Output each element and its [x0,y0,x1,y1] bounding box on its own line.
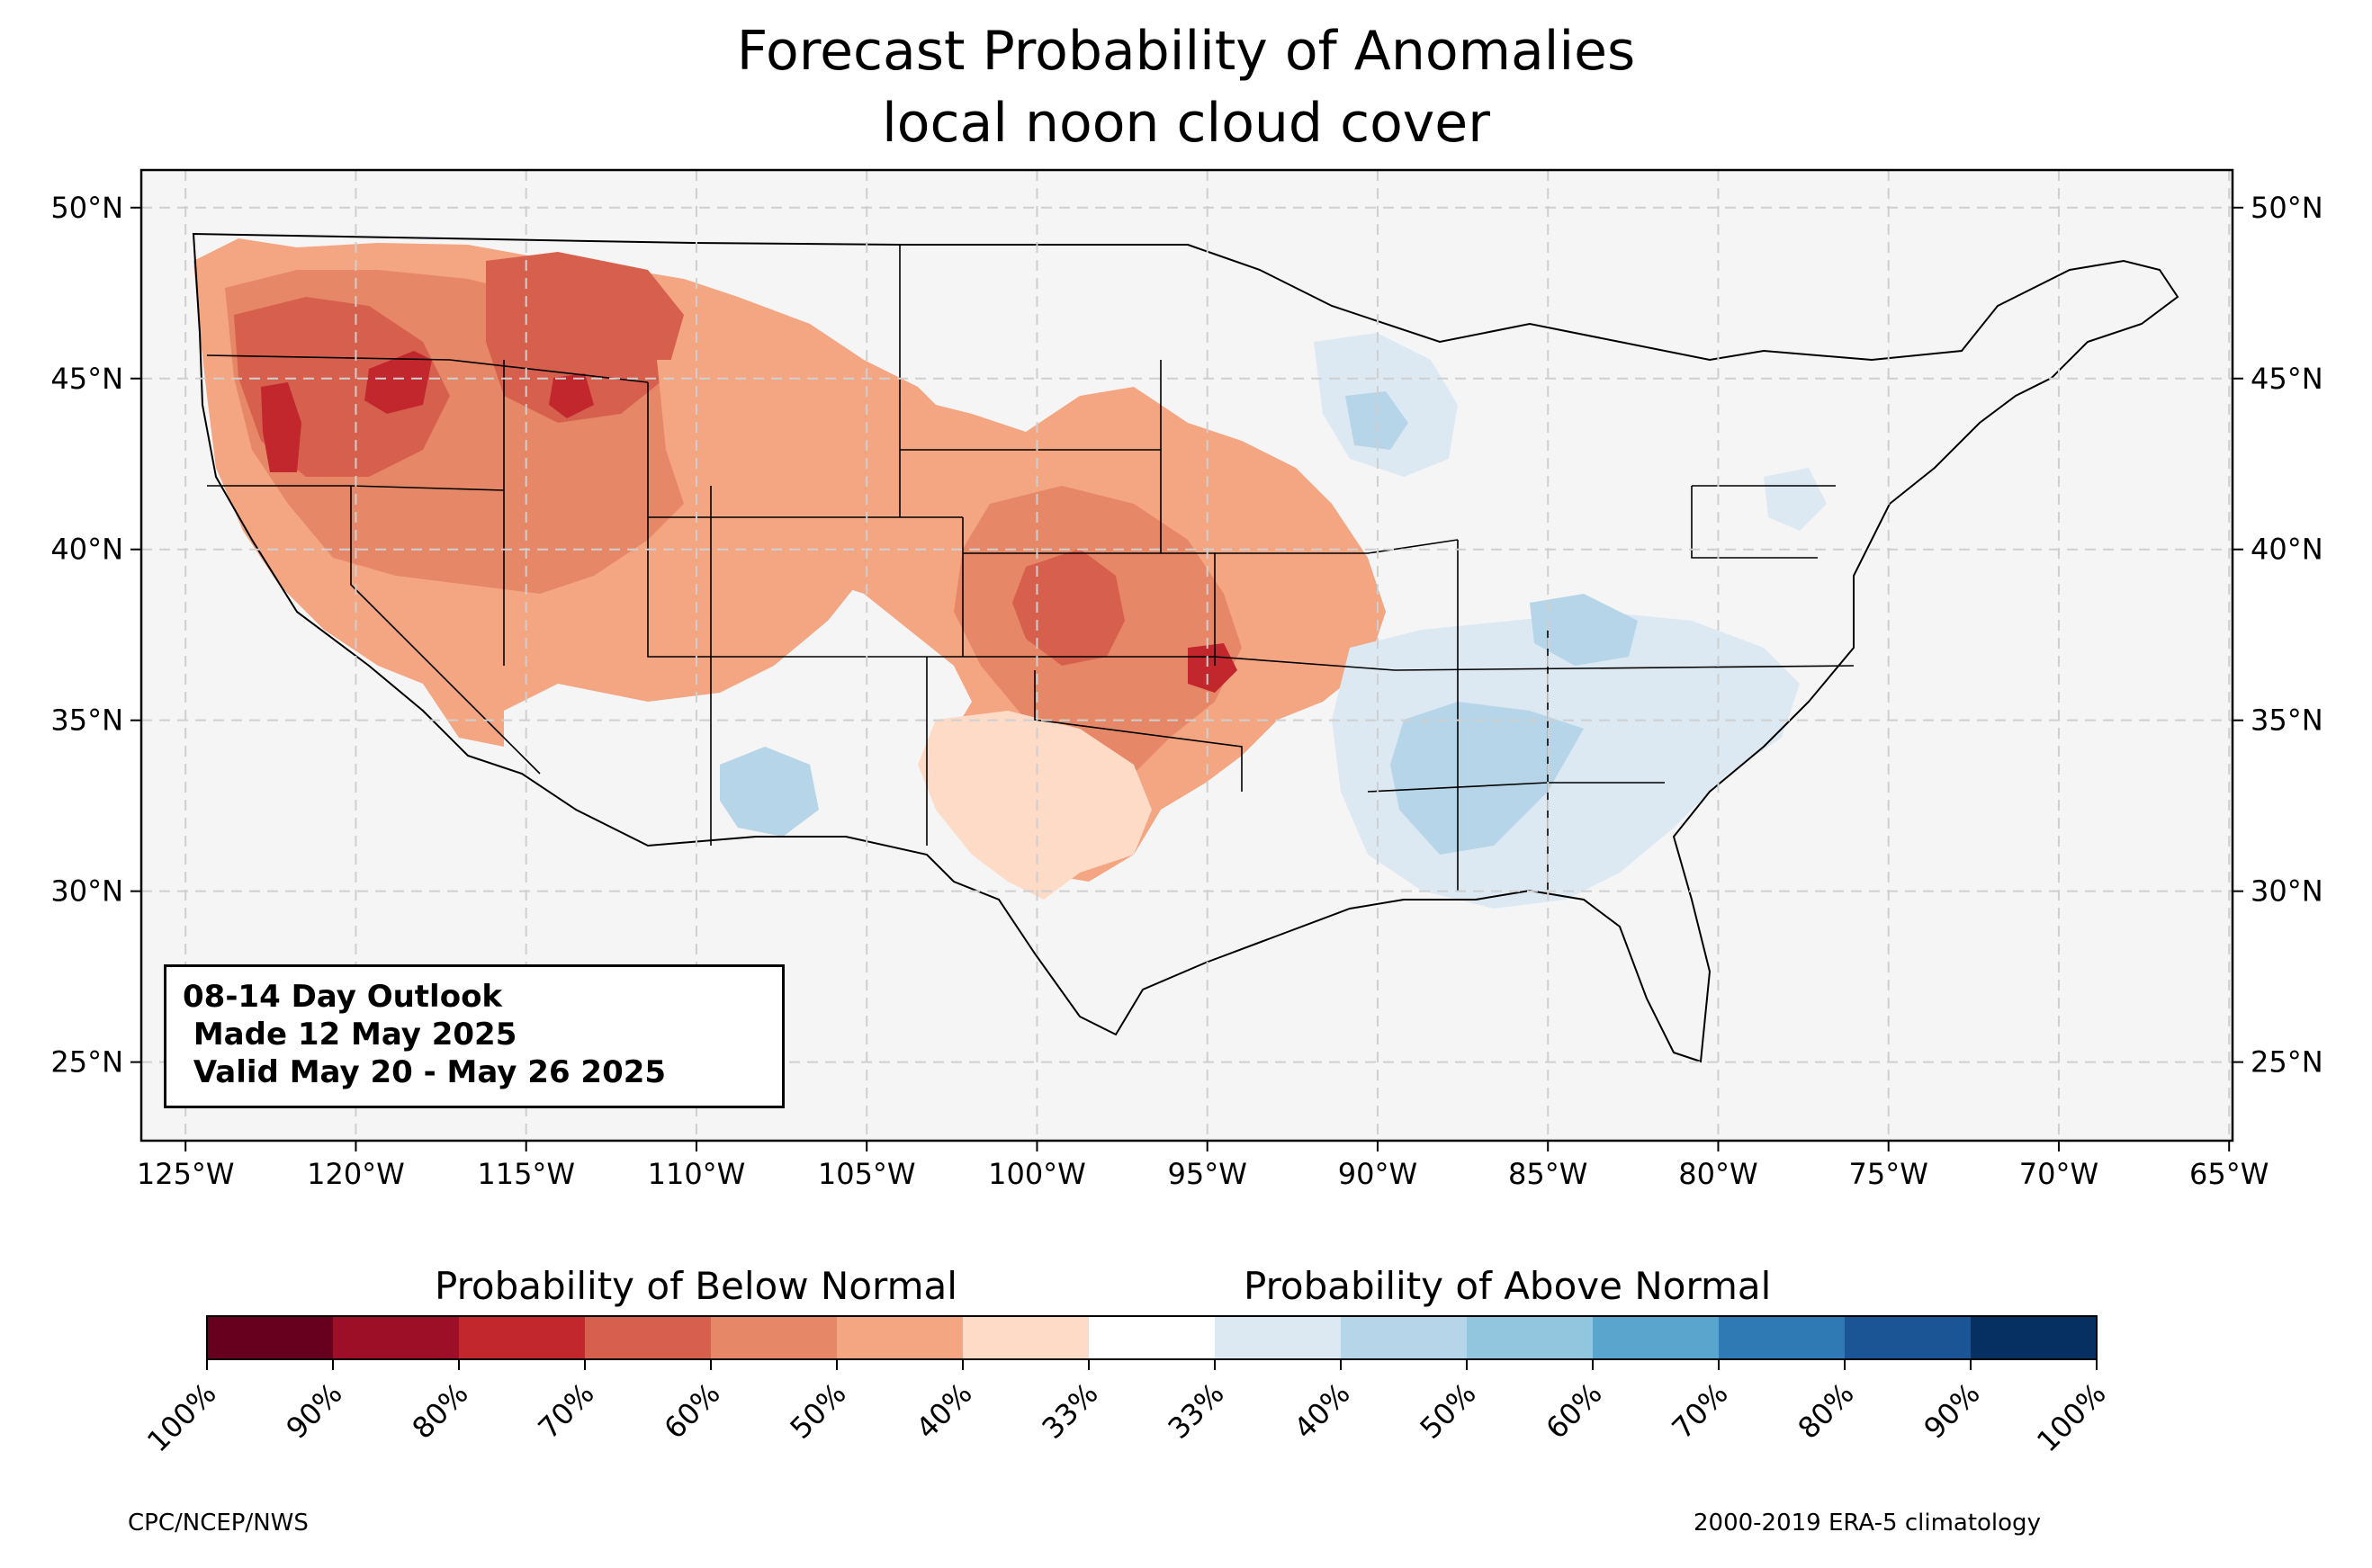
lat-tick-label-right: 50°N [2251,191,2323,225]
lat-tick-label-left: 40°N [50,533,123,567]
lat-tick-label-left: 30°N [50,874,123,909]
lon-tick-label: 125°W [137,1157,235,1191]
colorbar-tick-label: 90% [1917,1376,1986,1446]
map-frame [139,168,2234,1142]
colorbar-swatch [459,1316,586,1359]
southeast-core-region [1390,702,1584,855]
southwest-above-region [720,747,819,837]
ohio-valley-region [1530,594,1638,666]
colorbar-swatch [1593,1316,1720,1359]
lon-tick-label: 115°W [477,1157,575,1191]
outlook-type: 08-14 Day Outlook [183,979,503,1015]
colorbar-tick-label: 70% [1665,1376,1734,1446]
colorbar-tick-label: 40% [1287,1376,1356,1446]
colorbar-tick-label: 33% [1035,1376,1104,1446]
lat-tick-label-left: 25°N [50,1045,123,1080]
texas-below-normal-region [918,711,1152,900]
lon-tick-label: 100°W [988,1157,1086,1191]
lat-tick-label-right: 25°N [2251,1045,2323,1080]
colorbar-tick-label: 40% [909,1376,978,1446]
lon-tick-label: 75°W [1849,1157,1928,1191]
lon-tick-label: 120°W [307,1157,405,1191]
chart-title-line1: Forecast Probability of Anomalies [736,20,1636,83]
colorbar-tick-label: 70% [531,1376,600,1446]
lon-tick-label: 65°W [2189,1157,2269,1191]
lon-tick-label: 90°W [1338,1157,1417,1191]
outlook-made-date: Made 12 May 2025 [183,1017,517,1053]
lat-tick-label-right: 45°N [2251,362,2323,396]
axis-labels: 125°W 120°W 115°W 110°W 105°W 100°W 95°W 90°W 85… [50,191,2323,1191]
lat-tick-label-right: 30°N [2251,874,2323,909]
upper-midwest-core-region [1345,391,1408,450]
colorbar-swatch [1341,1316,1468,1359]
colorbar-tick-label: 33% [1161,1376,1230,1446]
lon-tick-label: 110°W [648,1157,746,1191]
colorbar-tick-label: 100% [140,1376,223,1459]
outlook-info-box: 08-14 Day Outlook Made 12 May 2025 Valid… [164,964,785,1108]
lat-tick-label-left: 50°N [50,191,123,225]
oregon-peak-region [261,382,301,472]
lon-tick-label: 95°W [1168,1157,1247,1191]
colorbar-tick-label: 60% [1539,1376,1608,1446]
colorbar-swatch [585,1316,712,1359]
colorbar-swatch [1719,1316,1846,1359]
footer-climatology: 2000-2019 ERA-5 climatology [1694,1510,2041,1537]
colorbar-tick-label: 60% [657,1376,726,1446]
state-borders [206,245,1855,891]
chart-title-line2: local noon cloud cover [882,92,1490,155]
map-layers [141,170,2233,1141]
oregon-peak-region-2 [364,351,432,414]
us-outline [192,232,2179,1063]
colorbar-tick-label: 80% [405,1376,474,1446]
colorbar-below-label: Probability of Below Normal [435,1264,957,1308]
colorbar-swatch [1467,1316,1594,1359]
colorbar-above-label: Probability of Above Normal [1244,1264,1772,1308]
lon-tick-label: 105°W [818,1157,916,1191]
colorbar-frame [206,1315,2098,1360]
colorbar: 100% 90% 80% 70% 60% 50% 40% 33% 33% 40% 50% 60% 70%… [140,1315,2113,1459]
footer-source: CPC/NCEP/NWS [128,1510,309,1537]
oklahoma-peak-region [1188,643,1237,693]
colorbar-swatch [1971,1316,2098,1359]
colorbar-swatch [1215,1316,1342,1359]
colorbar-tick-label: 50% [783,1376,852,1446]
lon-tick-label: 80°W [1678,1157,1757,1191]
mid-atlantic-region [1764,468,1827,531]
lon-tick-label: 70°W [2019,1157,2098,1191]
lat-tick-label-left: 35°N [50,703,123,738]
colorbar-swatch [333,1316,460,1359]
colorbar-tick-label: 100% [2030,1376,2113,1459]
lat-tick-label-right: 40°N [2251,533,2323,567]
lat-tick-label-left: 45°N [50,362,123,396]
kansas-oklahoma-high-region [1012,549,1125,666]
colorbar-tick-label: 90% [279,1376,348,1446]
colorbar-tick-label: 80% [1791,1376,1860,1446]
colorbar-swatch [963,1316,1090,1359]
lon-tick-label: 85°W [1508,1157,1587,1191]
lat-tick-label-right: 35°N [2251,703,2323,738]
colorbar-swatch [1089,1316,1216,1359]
colorbar-swatch [1845,1316,1972,1359]
colorbar-swatch [207,1316,334,1359]
idaho-peak-region [549,373,594,418]
above-normal-regions [720,333,1827,909]
outlook-valid-range: Valid May 20 - May 26 2025 [183,1054,667,1090]
colorbar-swatch [711,1316,838,1359]
colorbar-swatch [837,1316,964,1359]
colorbar-tick-label: 50% [1413,1376,1482,1446]
